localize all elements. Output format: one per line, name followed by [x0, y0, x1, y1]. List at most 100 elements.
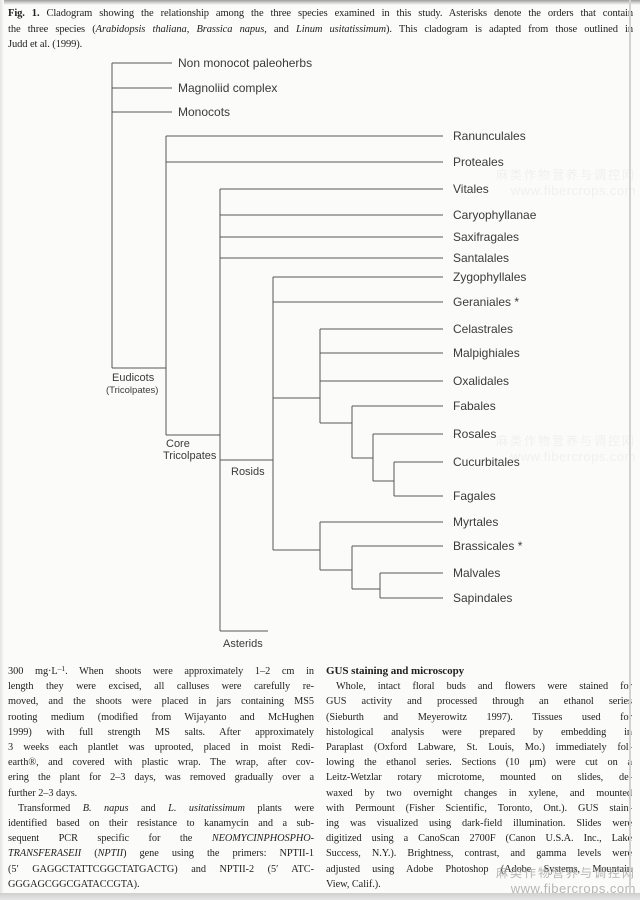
text-segment: Brassica napus	[196, 23, 265, 35]
text-segment: GGGAGCGGCGATACCGTA).	[8, 878, 140, 890]
text-line: length they were excised, all calluses w…	[8, 679, 314, 694]
text-segment: digitized using a CanoScan 2700F (Canon …	[326, 833, 632, 845]
text-line: Judd et al. (1999).	[8, 37, 633, 53]
text-segment: 300 mg·L	[8, 666, 58, 677]
text-segment: GUS activity and processed through an et…	[326, 696, 632, 708]
text-line: waxed by two overnight changes in xylene…	[326, 786, 632, 801]
text-segment: earth®, and covered with plastic wrap. T…	[8, 757, 314, 769]
text-segment: sequent PCR specific for the	[8, 833, 212, 845]
text-segment: rooting medium (modified from Wijayanto …	[8, 711, 314, 723]
text-line: 300 mg·L–1. When shoots were approximate…	[8, 664, 314, 679]
clade-label: Tricolpates	[163, 450, 217, 462]
taxon-label: Myrtales	[453, 515, 498, 529]
text-line: 3 weeks each plantlet was uprooted, plac…	[8, 740, 314, 755]
text-segment: and	[128, 802, 169, 814]
text-segment: ). This cladogram is adapted from those …	[386, 23, 634, 35]
text-segment: Cladogram showing the relationship among…	[39, 8, 633, 19]
text-segment: TRANSFERASEII	[8, 848, 82, 860]
taxon-label: Monocots	[178, 105, 230, 119]
clade-label: Rosids	[231, 466, 265, 478]
text-segment: Fig. 1.	[8, 8, 40, 19]
text-segment: Judd et al. (1999).	[8, 39, 83, 50]
text-segment: (5′ GAGGCTATTCGGCTATGACTG) and NPTII-2 (…	[8, 863, 314, 875]
cladogram: Non monocot paleoherbs Magnoliid complex M…	[106, 56, 537, 650]
taxon-label: Brassicales *	[453, 539, 523, 553]
text-segment: the three species (	[8, 23, 96, 35]
watermark-faint-1: 麻类作物营养与调控网 www.fibercrops.com	[496, 166, 636, 198]
text-line: (5′ GAGGCTATTCGGCTATGACTG) and NPTII-2 (…	[8, 862, 314, 877]
scan-edge-right	[629, 0, 631, 900]
text-segment: . When shoots were approximately 1–2 cm …	[65, 666, 314, 677]
text-segment: length they were excised, all calluses w…	[8, 681, 314, 693]
taxon-label: Geraniales *	[453, 295, 519, 309]
text-segment: Linum usitatissimum	[295, 23, 386, 35]
text-segment: waxed by two overnight changes in xylene…	[326, 787, 632, 799]
text-segment: moved, and the shoots were placed in jar…	[8, 696, 314, 708]
text-line: rooting medium (modified from Wijayanto …	[8, 710, 314, 725]
text-line: View, Calif.).	[326, 877, 632, 892]
text-line: Transformed B. napus and L. usitatissimu…	[8, 801, 314, 816]
clade-label: Core	[166, 438, 190, 450]
text-line: sequent PCR specific for the NEOMYCINPHO…	[8, 831, 314, 846]
body-text-left-column: 300 mg·L–1. When shoots were approximate…	[8, 664, 314, 892]
clade-label: (Tricolpates)	[106, 385, 158, 396]
figure-caption: Fig. 1. Cladogram showing the relationsh…	[8, 6, 633, 53]
text-segment: adjusted using Adobe Photoshop (Adobe Sy…	[326, 863, 632, 875]
section-body: Whole, intact floral buds and flowers we…	[326, 679, 632, 892]
text-segment: with Permount (Fisher Scientific, Toront…	[326, 802, 632, 814]
body-text-right-column: GUS staining and microscopy Whole, intac…	[326, 664, 632, 892]
text-line: earth®, and covered with plastic wrap. T…	[8, 755, 314, 770]
text-line: Success, N.Y.). Brightness, contrast, an…	[326, 846, 632, 861]
text-line: ing was visualized using dark-field illu…	[326, 816, 632, 831]
text-segment: Leitz-Wetzlar rotary microtome, mounted …	[326, 772, 632, 784]
taxon-label: Oxalidales	[453, 374, 509, 388]
section-heading: GUS staining and microscopy	[326, 665, 465, 677]
scan-edge-top	[0, 0, 640, 5]
taxon-label: Celastrales	[453, 322, 513, 336]
text-line: ering the plant for 2–3 days, was remove…	[8, 770, 314, 785]
taxon-label: Caryophyllanae	[453, 208, 537, 222]
text-segment: 1999) with full strength MS salts. After…	[8, 726, 314, 738]
text-line: with Permount (Fisher Scientific, Toront…	[326, 801, 632, 816]
text-segment: further 2–3 days.	[8, 787, 78, 799]
scan-edge-bottom	[0, 893, 640, 900]
text-segment: NPTII	[97, 848, 124, 860]
taxon-label: Proteales	[453, 155, 504, 169]
text-segment: lowing the ethanol series. Sections (10 …	[326, 757, 632, 769]
text-segment: Arabidopsis thaliana	[95, 23, 187, 35]
text-line: 1999) with full strength MS salts. After…	[8, 725, 314, 740]
text-segment: View, Calif.).	[326, 878, 381, 890]
scan-edge-left	[0, 0, 4, 900]
taxon-label: Fagales	[453, 489, 496, 503]
text-segment: (	[81, 848, 98, 860]
text-line: TRANSFERASEII (NPTII) gene using the pri…	[8, 846, 314, 861]
taxon-label: Saxifragales	[453, 230, 519, 244]
text-segment: (Sieburth and Meyerowitz 1997). Tissues …	[326, 711, 632, 723]
text-line: identified based on their resistance to …	[8, 816, 314, 831]
taxon-label: Santalales	[453, 251, 509, 265]
taxon-label: Ranunculales	[453, 129, 526, 143]
taxon-label: Magnoliid complex	[178, 81, 277, 95]
text-segment: ,	[186, 23, 197, 35]
taxon-label: Sapindales	[453, 591, 512, 605]
watermark-cn-text: 麻类作物营养与调控网	[495, 434, 636, 448]
text-line: GUS activity and processed through an et…	[326, 694, 632, 709]
text-line: (Sieburth and Meyerowitz 1997). Tissues …	[326, 710, 632, 725]
text-segment: Whole, intact floral buds and flowers we…	[336, 681, 632, 693]
taxon-label: Zygophyllales	[453, 270, 526, 284]
text-segment: histological analysis were prepared by e…	[326, 726, 632, 738]
watermark-url-text: www.fibercrops.com	[510, 449, 636, 464]
text-segment: identified based on their resistance to …	[8, 818, 314, 830]
taxon-label: Vitales	[453, 182, 489, 196]
text-line: GGGAGCGGCGATACCGTA).	[8, 877, 314, 892]
text-line: Fig. 1. Cladogram showing the relationsh…	[8, 6, 633, 22]
text-segment: Transformed	[18, 802, 83, 814]
text-segment: , and	[264, 23, 296, 35]
taxon-label: Malvales	[453, 566, 500, 580]
text-segment: plants were	[244, 802, 315, 814]
taxon-label: Rosales	[453, 427, 496, 441]
text-line: Whole, intact floral buds and flowers we…	[326, 679, 632, 694]
taxon-label: Malpighiales	[453, 346, 520, 360]
text-segment: –1	[57, 663, 66, 673]
